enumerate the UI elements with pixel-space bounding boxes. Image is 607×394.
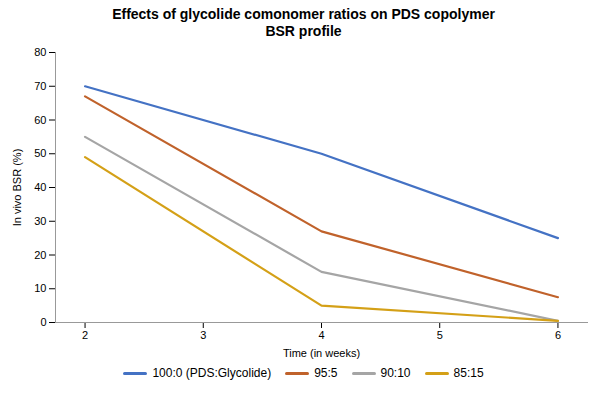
html-text:Effects of glycolide comonomer: Effects of glycolide comonomer ratios on… [112,6,495,22]
html-text:85:15: 85:15 [453,366,484,380]
html-text:100:0 (PDS:Glycolide): 100:0 (PDS:Glycolide) [152,366,272,380]
svg-text:10: 10 [34,282,46,294]
svg-text:50: 50 [34,147,46,159]
svg-text:0: 0 [40,316,46,328]
svg-text:Time (in weeks): Time (in weeks) [283,347,360,359]
svg-text:3: 3 [200,329,206,341]
svg-text:In vivo BSR (%): In vivo BSR (%) [11,149,23,227]
svg-text:40: 40 [34,181,46,193]
svg-text:60: 60 [34,114,46,126]
svg-text:70: 70 [34,80,46,92]
html-text:BSR profile: BSR profile [265,23,342,39]
svg-text:80: 80 [34,46,46,58]
html-text:90:10: 90:10 [380,366,411,380]
svg-text:20: 20 [34,249,46,261]
svg-text:30: 30 [34,215,46,227]
html-text:95:5: 95:5 [314,366,338,380]
svg-text:2: 2 [82,329,88,341]
svg-text:6: 6 [555,329,561,341]
svg-text:5: 5 [437,329,443,341]
svg-text:4: 4 [318,329,324,341]
